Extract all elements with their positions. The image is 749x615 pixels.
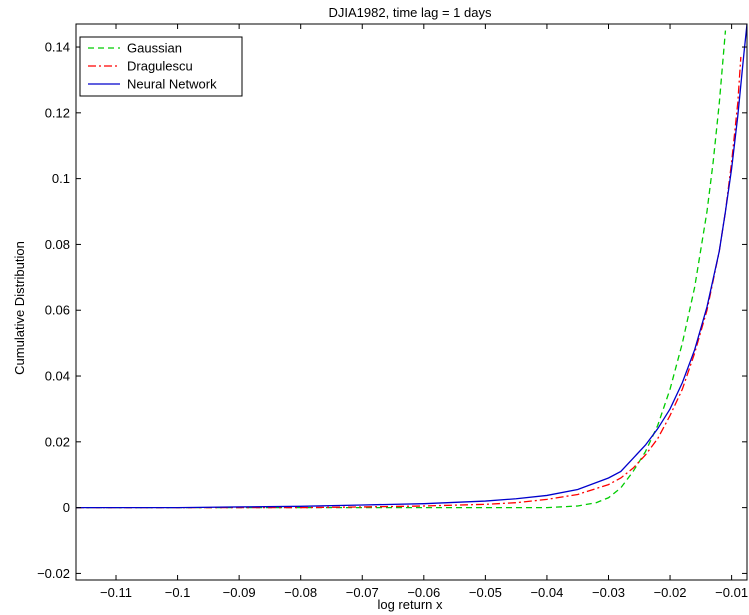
x-tick-label: −0.05 [469,585,502,600]
series-line-dragulescu [76,56,742,509]
x-tick-label: −0.08 [284,585,317,600]
series-line-gaussian [76,30,727,509]
legend-label: Gaussian [127,41,182,56]
y-axis: −0.02 0 0.02 0.04 0.06 0.08 0.1 0.12 0.14 [37,40,747,581]
x-tick-label: −0.01 [715,585,748,600]
series-line-neural-network [76,24,747,509]
x-tick-label: −0.09 [223,585,256,600]
y-tick-label: 0.14 [45,40,70,55]
plot-frame [75,23,748,581]
legend-label: Neural Network [127,77,217,92]
chart-title: DJIA1982, time lag = 1 days [329,5,492,20]
x-tick-label: −0.06 [407,585,440,600]
y-tick-label: −0.02 [37,566,70,581]
x-tick-label: −0.02 [654,585,687,600]
y-axis-title: Cumulative Distribution [12,241,27,375]
x-axis: −0.11 −0.1 −0.09 −0.08 −0.07 −0.06 −0.05 −0.04 −… [100,24,748,600]
x-tick-label: −0.03 [592,585,625,600]
x-tick-label: −0.11 [100,585,132,600]
plot-area [76,24,747,509]
y-tick-label: 0.12 [45,105,70,120]
legend: Gaussian Dragulescu Neural Network [79,36,243,97]
y-tick-label: 0.1 [52,171,70,186]
legend-label: Dragulescu [127,59,193,74]
y-tick-label: 0 [63,500,70,515]
y-tick-label: 0.02 [45,434,70,449]
x-tick-label: −0.04 [530,585,563,600]
x-axis-title: log return x [377,597,443,612]
y-tick-label: 0.08 [45,237,70,252]
y-tick-label: 0.06 [45,303,70,318]
x-tick-label: −0.1 [165,585,191,600]
x-tick-label: −0.07 [346,585,379,600]
y-tick-label: 0.04 [45,369,70,384]
